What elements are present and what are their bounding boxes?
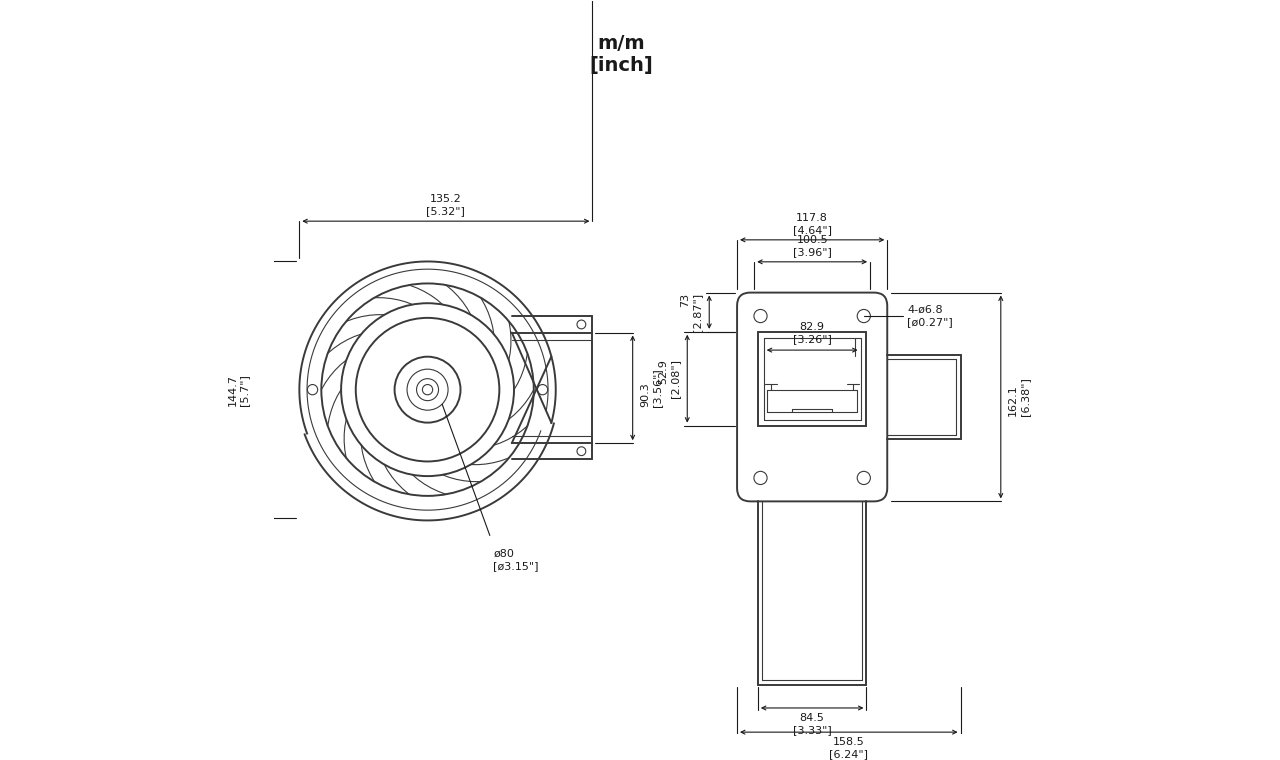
Text: 4-ø6.8
[ø0.27"]: 4-ø6.8 [ø0.27"] [908,305,952,327]
Text: 162.1
[6.38"]: 162.1 [6.38"] [1009,378,1030,416]
Text: 144.7
[5.7"]: 144.7 [5.7"] [228,374,250,406]
Text: ø80
[ø3.15"]: ø80 [ø3.15"] [494,549,539,571]
Text: 135.2
[5.32"]: 135.2 [5.32"] [426,194,466,216]
Text: 73
[2.87"]: 73 [2.87"] [680,293,701,332]
Text: 90.3
[3.56"]: 90.3 [3.56"] [640,369,662,407]
Text: 100.5
[3.96"]: 100.5 [3.96"] [792,235,832,257]
Text: 84.5
[3.33"]: 84.5 [3.33"] [792,713,832,735]
Text: 52.9
[2.08"]: 52.9 [2.08"] [658,359,680,398]
Text: m/m
[inch]: m/m [inch] [590,34,654,75]
Text: 82.9
[3.26"]: 82.9 [3.26"] [792,322,832,344]
Text: 158.5
[6.24"]: 158.5 [6.24"] [829,737,868,759]
Text: 117.8
[4.64"]: 117.8 [4.64"] [792,213,832,235]
